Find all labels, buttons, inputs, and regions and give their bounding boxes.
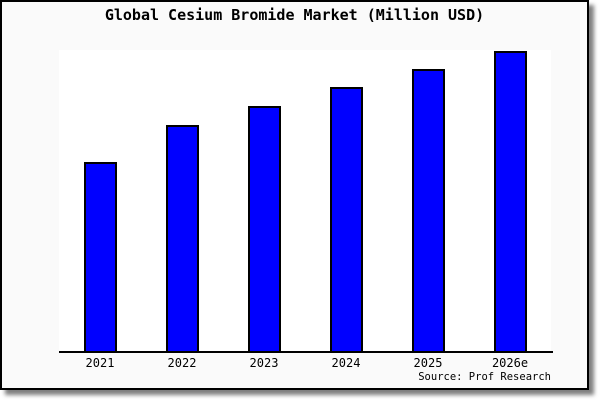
x-tick-label-2025: 2025 [413, 356, 443, 370]
x-tick-label-2021: 2021 [85, 356, 115, 370]
x-tick-label-2022: 2022 [167, 356, 197, 370]
x-axis-tick-labels: 2021 2022 2023 2024 2025 2026e [59, 356, 551, 371]
x-axis-line [59, 351, 553, 353]
bar-2022 [165, 125, 199, 351]
chart-frame: Global Cesium Bromide Market (Million US… [0, 0, 589, 390]
bar-slot-2026e [469, 50, 551, 351]
source-label: Source: Prof Research [418, 371, 551, 383]
bar-slot-2024 [305, 50, 387, 351]
bar-2024 [329, 87, 363, 351]
plot-area [59, 50, 551, 351]
bar-slot-2021 [59, 50, 141, 351]
x-tick-label-2023: 2023 [249, 356, 279, 370]
x-tick-label-2024: 2024 [331, 356, 361, 370]
bar-slot-2022 [141, 50, 223, 351]
x-tick-label-2026e: 2026e [491, 356, 529, 370]
bar-slot-2023 [223, 50, 305, 351]
bar-2023 [247, 106, 281, 351]
chart-title: Global Cesium Bromide Market (Million US… [104, 6, 485, 24]
bar-2021 [83, 162, 117, 351]
bar-slot-2025 [387, 50, 469, 351]
bar-2026e [493, 51, 527, 351]
bar-2025 [411, 69, 445, 351]
bars-row [59, 50, 551, 351]
